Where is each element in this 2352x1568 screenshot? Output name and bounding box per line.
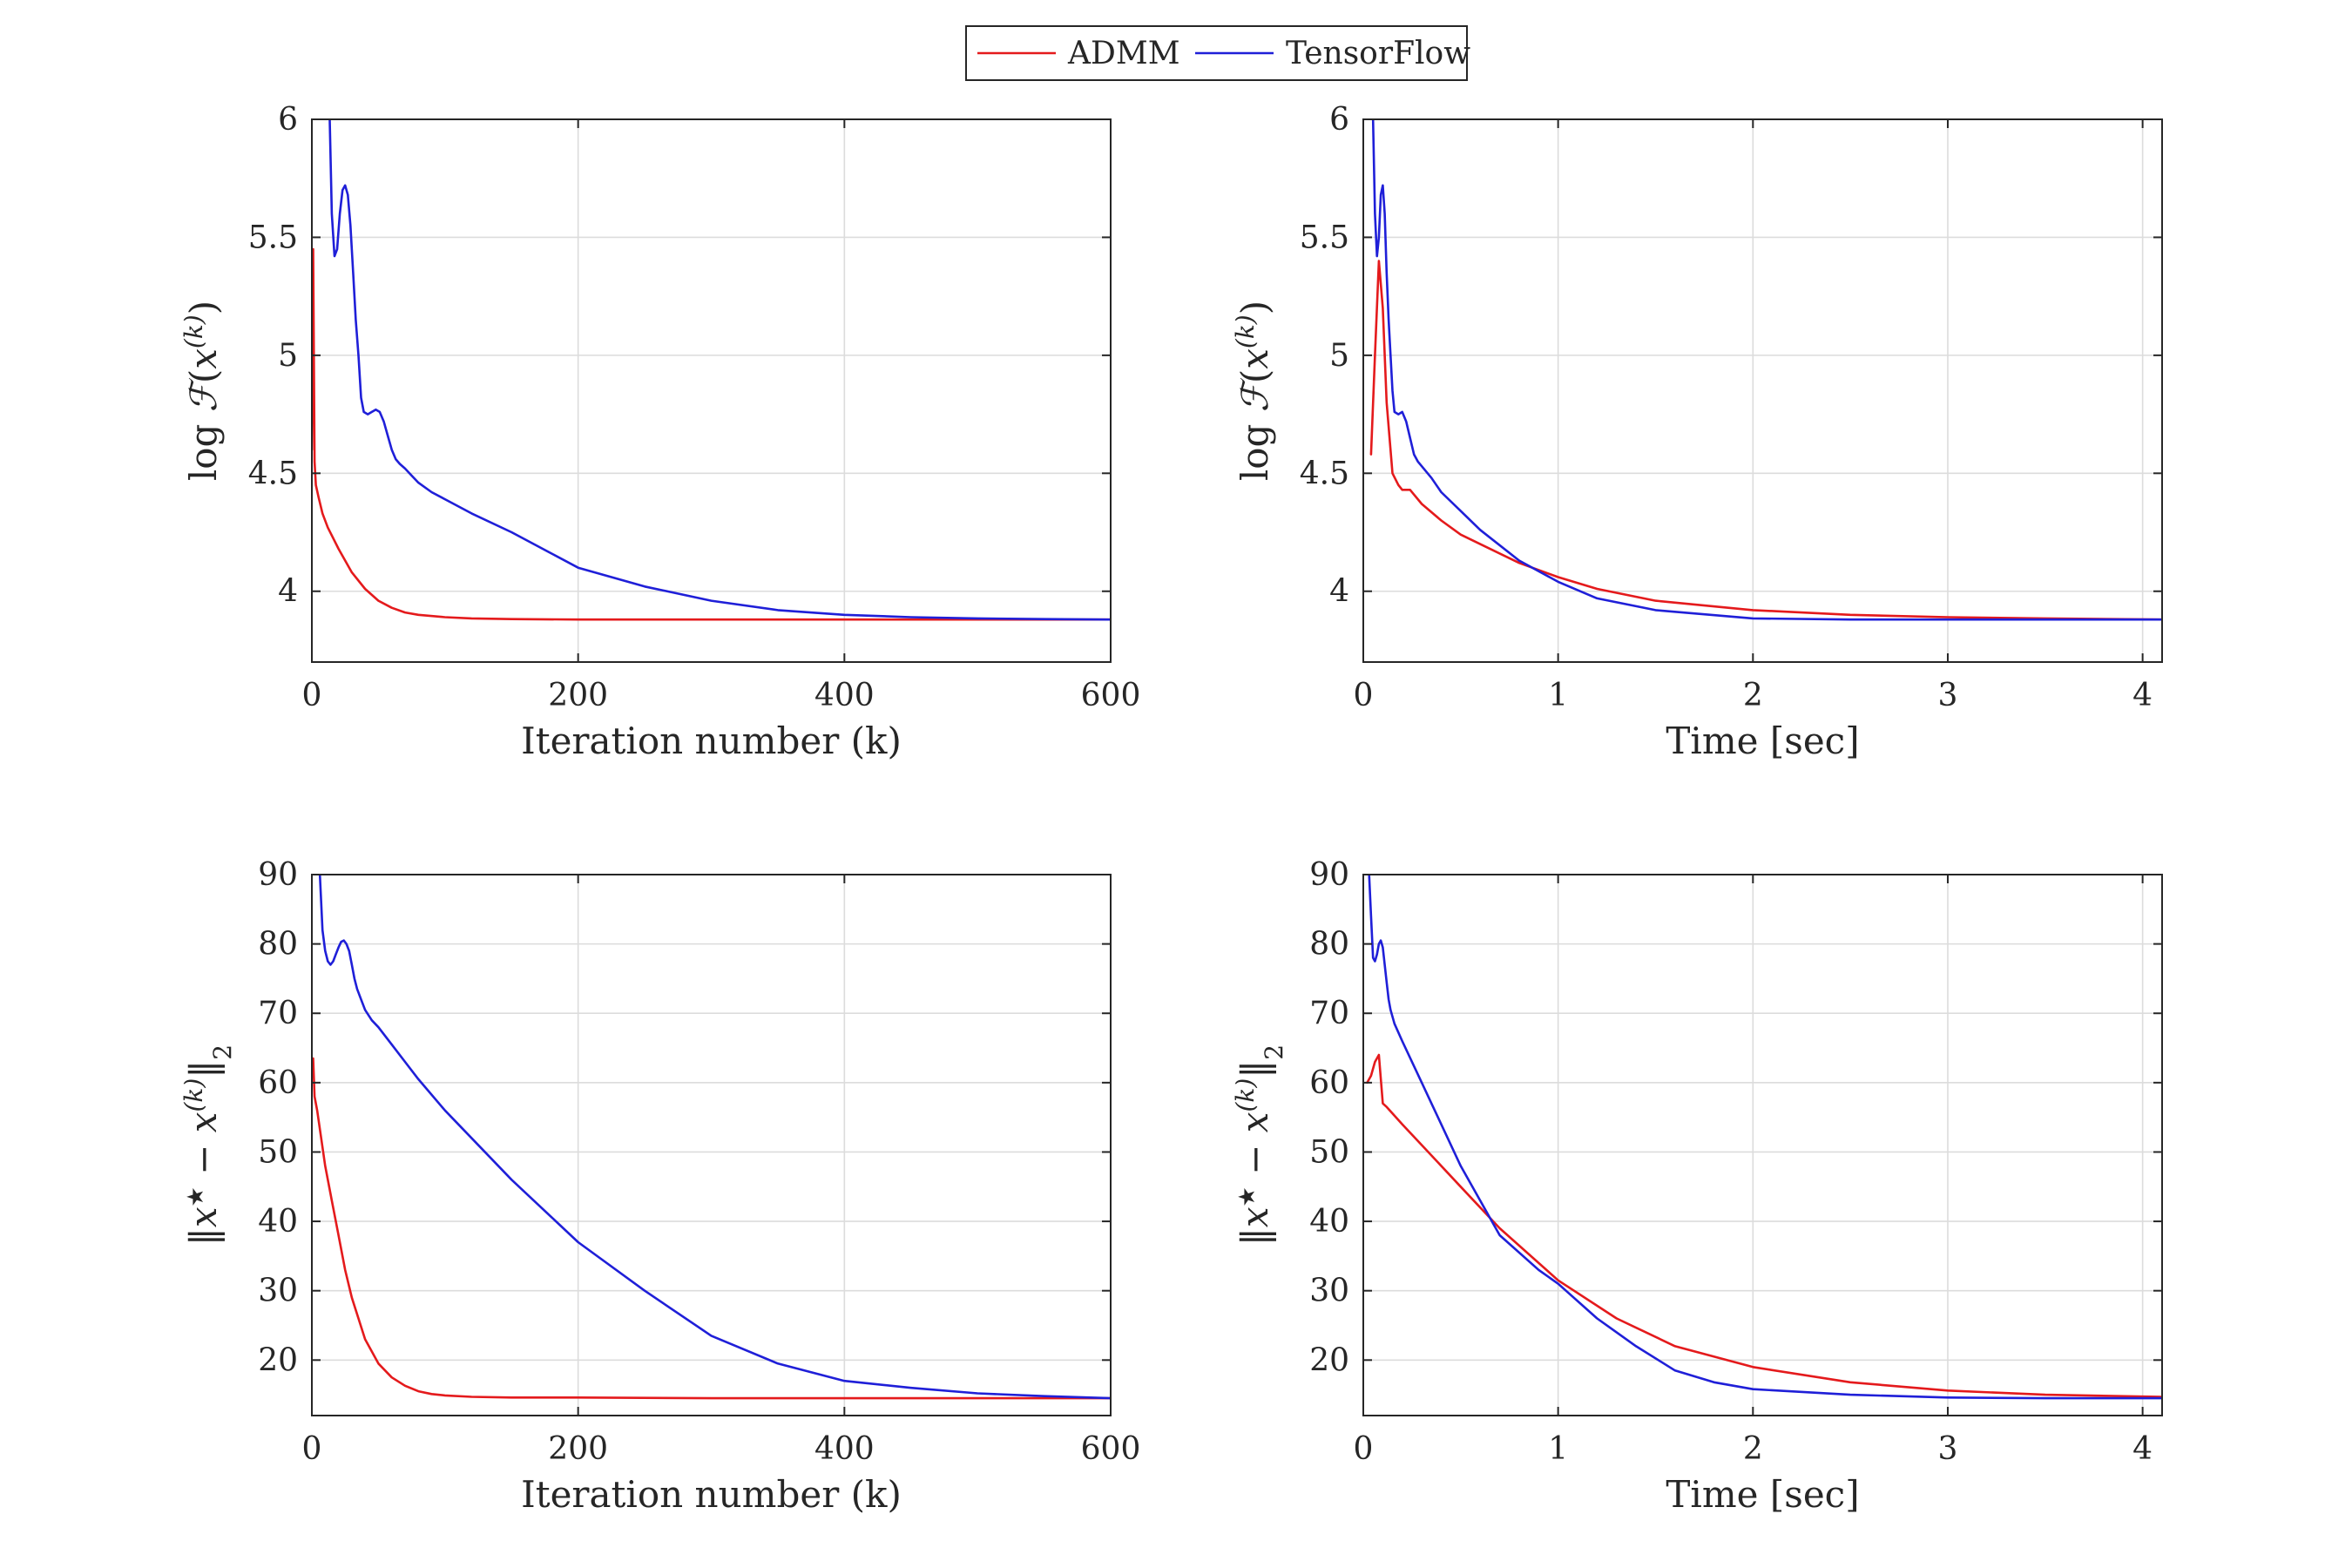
x-tick-label: 200 bbox=[548, 678, 608, 713]
legend-label-tensorflow: TensorFlow bbox=[1286, 36, 1470, 71]
y-tick-label: 80 bbox=[1309, 927, 1349, 963]
series-line-tensorflow bbox=[1371, 119, 2162, 621]
series-line-tensorflow bbox=[318, 875, 1111, 1400]
axes-frame bbox=[311, 118, 1112, 663]
y-tick-label: 4 bbox=[1329, 574, 1349, 610]
y-tick-label: 80 bbox=[258, 927, 298, 963]
y-tick-label: 40 bbox=[258, 1204, 298, 1240]
subplot-objective-vs-iteration: 0 200 400 600 4 4.5 5 5.5 6 Iteration number (k) l… bbox=[179, 102, 1141, 762]
subplot-error-vs-iteration: 0 200 400 600 20 30 40 50 60 70 80 90 Iteration numb… bbox=[179, 857, 1141, 1516]
y-tick-label: 90 bbox=[258, 857, 298, 893]
y-tick-label: 60 bbox=[1309, 1065, 1349, 1101]
x-axis-label: Time [sec] bbox=[1666, 720, 1859, 762]
axes-frame bbox=[1362, 118, 2163, 663]
x-axis-label: Iteration number (k) bbox=[521, 1473, 902, 1516]
y-tick-label: 5 bbox=[1329, 338, 1349, 374]
y-tick-label: 6 bbox=[278, 102, 298, 138]
legend-label-admm: ADMM bbox=[1067, 36, 1180, 71]
x-axis-label: Iteration number (k) bbox=[521, 720, 902, 762]
y-tick-label: 6 bbox=[1329, 102, 1349, 138]
y-axis-label: ‖x★ − x(k)‖2 bbox=[1231, 1044, 1288, 1246]
y-tick-label: 5.5 bbox=[1300, 220, 1349, 255]
x-tick-label: 0 bbox=[1354, 1431, 1374, 1467]
x-tick-label: 0 bbox=[302, 1431, 322, 1467]
y-tick-label: 30 bbox=[258, 1274, 298, 1309]
y-tick-label: 50 bbox=[1309, 1134, 1349, 1170]
axes-frame bbox=[1362, 874, 2163, 1416]
x-tick-label: 1 bbox=[1548, 1431, 1568, 1467]
y-tick-label: 30 bbox=[1309, 1274, 1349, 1309]
series-line-admm bbox=[1369, 260, 2162, 621]
subplot-error-vs-time: 0 1 2 3 4 20 30 40 50 60 70 80 90 Time [sec] ‖x★ − x(k… bbox=[1231, 857, 2163, 1516]
axes-frame bbox=[311, 874, 1112, 1416]
y-axis-label: ‖x★ − x(k)‖2 bbox=[179, 1044, 237, 1246]
series-line-tensorflow bbox=[1368, 875, 2162, 1400]
y-tick-label: 5 bbox=[278, 338, 298, 374]
y-tick-label: 4.5 bbox=[248, 456, 298, 491]
x-tick-label: 1 bbox=[1548, 678, 1568, 713]
x-tick-label: 2 bbox=[1743, 1431, 1763, 1467]
x-axis-label: Time [sec] bbox=[1666, 1473, 1859, 1516]
y-axis-label: log ℱ(x(k)) bbox=[179, 301, 226, 481]
y-tick-label: 20 bbox=[258, 1342, 298, 1378]
y-axis-label: log ℱ(x(k)) bbox=[1231, 301, 1277, 481]
x-tick-label: 600 bbox=[1081, 1431, 1141, 1467]
y-tick-label: 4.5 bbox=[1300, 456, 1349, 491]
x-tick-label: 400 bbox=[814, 678, 875, 713]
y-tick-label: 70 bbox=[1309, 996, 1349, 1031]
y-tick-label: 60 bbox=[258, 1065, 298, 1101]
x-tick-label: 4 bbox=[2132, 1431, 2153, 1467]
x-tick-label: 0 bbox=[302, 678, 322, 713]
y-tick-label: 50 bbox=[258, 1134, 298, 1170]
legend: ADMM TensorFlow bbox=[965, 25, 1470, 81]
y-tick-label: 70 bbox=[258, 996, 298, 1031]
x-tick-label: 600 bbox=[1081, 678, 1141, 713]
subplot-objective-vs-time: 0 1 2 3 4 4 4.5 5 5.5 6 Time [sec] log ℱ(x(k)) bbox=[1231, 102, 2163, 762]
x-tick-label: 3 bbox=[1938, 678, 1958, 713]
series-line-tensorflow bbox=[328, 119, 1111, 621]
x-tick-label: 200 bbox=[548, 1431, 608, 1467]
y-tick-label: 4 bbox=[278, 574, 298, 610]
x-tick-label: 2 bbox=[1743, 678, 1763, 713]
y-tick-label: 20 bbox=[1309, 1342, 1349, 1378]
x-tick-label: 400 bbox=[814, 1431, 875, 1467]
y-tick-label: 90 bbox=[1309, 857, 1349, 893]
y-tick-label: 40 bbox=[1309, 1204, 1349, 1240]
series-line-admm bbox=[312, 247, 1111, 621]
series-line-admm bbox=[312, 1057, 1111, 1400]
x-tick-label: 3 bbox=[1938, 1431, 1958, 1467]
y-tick-label: 5.5 bbox=[248, 220, 298, 255]
series-line-admm bbox=[1366, 1053, 2162, 1398]
x-tick-label: 4 bbox=[2132, 678, 2153, 713]
x-tick-label: 0 bbox=[1354, 678, 1374, 713]
